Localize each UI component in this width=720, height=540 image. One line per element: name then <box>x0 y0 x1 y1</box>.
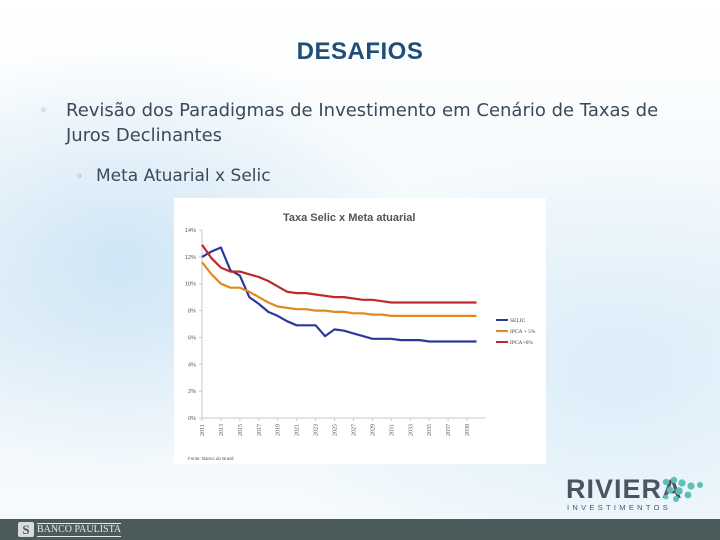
x-tick-label: 2039 <box>465 424 471 436</box>
y-tick-label: 12% <box>185 255 196 261</box>
logo-subtitle: INVESTIMENTOS <box>567 503 672 512</box>
y-tick-label: 10% <box>185 282 196 288</box>
y-tick-label: 4% <box>188 362 196 368</box>
legend-label: IPCA+6% <box>510 340 533 346</box>
x-tick-label: 2033 <box>408 424 414 436</box>
bullet-icon: ◦ <box>40 103 48 117</box>
logo-name: RIVIERA <box>566 474 683 504</box>
x-tick-label: 2035 <box>427 424 433 436</box>
y-tick-label: 6% <box>188 335 196 341</box>
x-tick-label: 2027 <box>351 424 357 436</box>
chart-panel: Taxa Selic x Meta atuarial 0% 2% 4% 6% 8% 10% 1… <box>174 198 546 464</box>
x-tick-label: 2019 <box>276 424 282 436</box>
line-chart: Taxa Selic x Meta atuarial 0% 2% 4% 6% 8% 10% 1… <box>185 212 536 461</box>
bank-mark-icon: S <box>18 522 34 537</box>
slide-title: DESAFIOS <box>296 38 424 65</box>
bullet-main: ◦ Revisão dos Paradigmas de Investimento… <box>40 98 690 148</box>
legend-label: SELIC <box>510 318 526 324</box>
chart-title: Taxa Selic x Meta atuarial <box>283 212 415 224</box>
x-tick-label: 2017 <box>257 424 263 436</box>
series-line-1 <box>201 261 477 318</box>
series-line-0 <box>201 246 477 343</box>
riviera-logo: RIVIERA INVESTIMENTOS <box>566 474 716 514</box>
logo-dots-icon <box>662 476 703 502</box>
x-tick-label: 2021 <box>295 424 301 436</box>
bank-name: BANCO PAULISTA <box>37 523 122 537</box>
x-tick-label: 2031 <box>389 424 395 436</box>
bullet-sub-text: Meta Atuarial x Selic <box>96 166 271 186</box>
bullet-main-text: Revisão dos Paradigmas de Investimento e… <box>66 100 659 146</box>
x-tick-label: 2015 <box>238 424 244 436</box>
y-tick-label: 2% <box>188 389 196 395</box>
series-line-2 <box>201 244 477 304</box>
x-tick-label: 2013 <box>219 424 225 436</box>
chart-source-note: Fonte: Banco do Brasil <box>188 456 234 461</box>
y-tick-label: 8% <box>188 309 196 315</box>
legend-label: IPCA + 5% <box>510 329 536 335</box>
y-tick-label: 0% <box>188 416 196 422</box>
y-tick-label: 14% <box>185 228 196 234</box>
bullet-sub-icon: ◦ <box>76 169 84 183</box>
x-tick-label: 2011 <box>200 424 206 436</box>
footer-bar: S BANCO PAULISTA <box>0 519 720 540</box>
bullet-sub: ◦ Meta Atuarial x Selic <box>76 164 476 188</box>
x-tick-label: 2037 <box>446 424 452 436</box>
x-tick-label: 2029 <box>370 424 376 436</box>
x-tick-label: 2023 <box>314 424 320 436</box>
x-tick-label: 2025 <box>333 424 339 436</box>
